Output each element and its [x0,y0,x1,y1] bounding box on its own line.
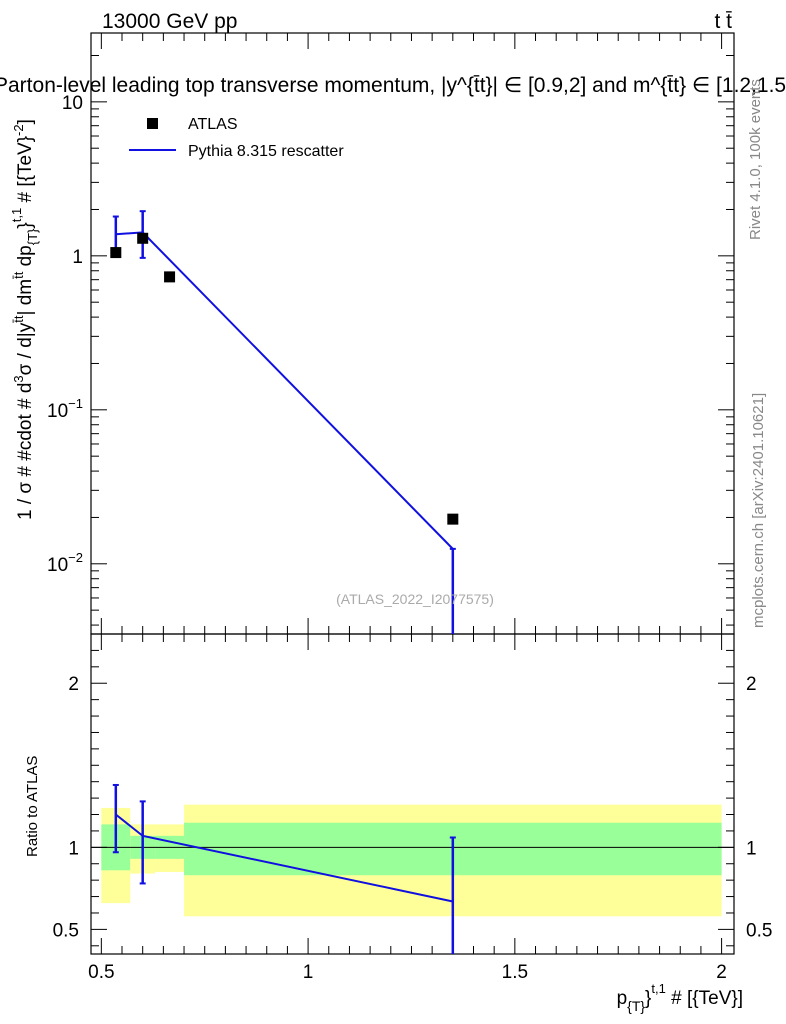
ratio-plot-frame [90,633,735,955]
x-tick-label: 0.5 [88,962,114,983]
ratio-plot-content [91,783,734,954]
main-plot-content [110,210,459,634]
rivet-version-label: Rivet 4.1.0, 100k events [747,79,764,240]
legend-mc-label: Pythia 8.315 rescatter [188,143,344,160]
atlas-data-point [447,513,459,525]
main-y-tick-label: 10 [62,93,83,114]
ratio-y-tick-label-right: 1 [746,838,757,859]
legend-data-label: ATLAS [188,116,238,133]
main-y-tick-label: 1 [72,247,83,268]
process-label: t t̄ [714,10,732,33]
ratio-y-axis-label: Ratio to ATLAS [24,756,41,857]
atlas-data-point [164,271,176,283]
ratio-y-tick-label-right: 2 [746,674,757,695]
main-axes: 10 1 10−1 10−2 [47,33,734,634]
x-tick-label: 1 [303,962,314,983]
x-axis-label: p{T}}t,1 # [{TeV}] [617,981,743,1014]
ratio-y-tick-label-right: 0.5 [746,920,772,941]
ratio-y-tick-label: 0.5 [53,920,79,941]
ratio-y-tick-label: 1 [68,838,79,859]
energy-label: 13000 GeV pp [102,10,237,33]
main-y-axis-label: 1 / σ # #cdot # d3σ / d|yt̄t| dmt̄t dp{T… [9,119,40,520]
ratio-axes: 2 2 1 1 0.5 0.5 0.5 1 1.5 2 [53,634,772,983]
main-y-tick-label: 10−1 [47,396,83,422]
plot-title: Parton-level leading top transverse mome… [0,74,786,97]
ratio-y-tick-label: 2 [68,674,79,695]
analysis-watermark: (ATLAS_2022_I2077575) [336,591,494,607]
mcplots-label: mcplots.cern.ch [arXiv:2401.10621] [750,393,767,628]
legend-data-marker [147,118,158,129]
x-tick-label: 2 [716,962,727,983]
atlas-data-point [110,247,122,259]
main-y-tick-label: 10−2 [47,550,83,576]
atlas-data-point [137,232,149,244]
x-tick-label: 1.5 [502,962,528,983]
ratio-bands [101,804,722,917]
